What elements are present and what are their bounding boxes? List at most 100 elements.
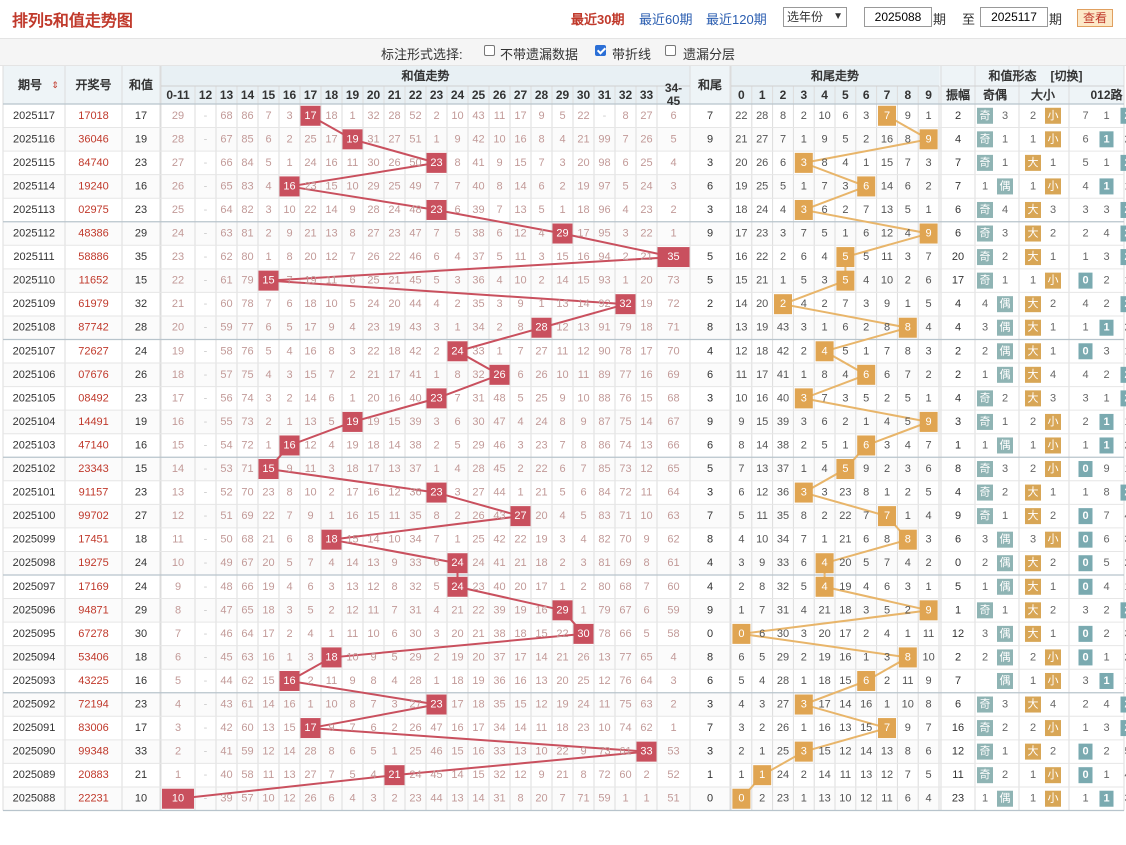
tail-mark-label: 9: [926, 228, 932, 240]
oddeven-missing: 3: [1002, 228, 1008, 240]
period-from-input[interactable]: [864, 7, 932, 27]
sum-missing-value: 1: [265, 251, 271, 263]
tail-missing-value: 7: [759, 604, 765, 616]
sum-missing-value: 1: [391, 746, 397, 758]
tail-missing-value: 14: [839, 699, 851, 711]
bigsmall-missing: 1: [1030, 133, 1036, 145]
oddeven-mark-label: 奇: [980, 509, 991, 522]
sum-missing-value: 18: [514, 628, 526, 640]
tail-missing-value: 10: [839, 793, 851, 805]
tail-missing-value: 39: [777, 416, 789, 428]
tail-mark-label: 6: [863, 439, 869, 451]
tail-missing-value: 1: [801, 793, 807, 805]
sum-missing-value: 13: [640, 439, 652, 451]
tail-missing-value: 8: [905, 133, 911, 145]
tail-missing-value: 6: [822, 416, 828, 428]
route-mark: [1120, 390, 1126, 407]
checkbox-with-line[interactable]: [595, 45, 606, 56]
tail-missing-value: 16: [818, 722, 830, 734]
link-recent-30[interactable]: 最近30期: [571, 12, 625, 27]
sum-missing-value: 5: [559, 110, 565, 122]
sum-missing-value: 9: [517, 298, 523, 310]
link-recent-120[interactable]: 最近120期: [706, 12, 767, 27]
tail-missing-value: 23: [839, 487, 851, 499]
sum-missing-value: 75: [619, 699, 631, 711]
tail-missing-value: 3: [738, 557, 744, 569]
route-missing: 1: [1082, 322, 1088, 334]
period-cell: 2025099: [13, 534, 56, 546]
sum-mark-label: 15: [262, 275, 274, 287]
sum-col-header: 32: [619, 88, 633, 102]
period-to-input[interactable]: [980, 7, 1048, 27]
route-missing: 1: [1124, 675, 1126, 687]
link-recent-60[interactable]: 最近60期: [639, 12, 693, 27]
sum-missing-value: 50: [409, 157, 421, 169]
bigsmall-missing: 3: [1050, 392, 1056, 404]
sum-missing-value: 1: [328, 628, 334, 640]
tail-mark-label: 7: [884, 722, 890, 734]
checkbox-no-missing[interactable]: [484, 45, 495, 56]
sum-missing-value: 14: [346, 557, 358, 569]
checkbox-missing-layers[interactable]: [665, 45, 676, 56]
sum-mark-label: 16: [283, 675, 295, 687]
route-missing: 9: [1103, 463, 1109, 475]
sum-missing-value: -: [204, 392, 208, 404]
route-missing: 1: [1103, 157, 1109, 169]
sum-missing-value: 59: [220, 322, 232, 334]
sum-missing-value: 11: [263, 769, 274, 781]
sum-missing-value: 9: [496, 157, 502, 169]
route-missing: 3: [1124, 534, 1126, 546]
tail-missing-value: 38: [777, 439, 789, 451]
sum-missing-value: 87: [598, 416, 610, 428]
sum-missing-value: 12: [388, 487, 400, 499]
sum-missing-value: 14: [172, 463, 184, 475]
sum-cell: 33: [135, 746, 147, 758]
sum-missing-value: 14: [325, 204, 337, 216]
sum-missing-value: 52: [409, 110, 421, 122]
sum-mark-label: 10: [172, 793, 184, 805]
sum-missing-value: 43: [493, 510, 505, 522]
tail-missing-value: 2: [801, 651, 807, 663]
tail-missing-value: 3: [863, 110, 869, 122]
sum-missing-value: 16: [283, 699, 295, 711]
query-button[interactable]: 查看: [1077, 9, 1113, 27]
route-missing: 2: [1103, 604, 1109, 616]
sort-icon[interactable]: ⇕: [51, 80, 59, 90]
route-mark: [1078, 272, 1093, 289]
oddeven-missing: 3: [982, 628, 988, 640]
tail-missing-value: 16: [860, 699, 872, 711]
sum-cell: 15: [135, 275, 147, 287]
sum-missing-value: 13: [598, 651, 610, 663]
tail-missing-value: 23: [777, 793, 789, 805]
switch-link[interactable]: [切换]: [1051, 68, 1083, 83]
tail-missing-value: 16: [756, 392, 768, 404]
sum-mark-label: 17: [304, 110, 316, 122]
tail-missing-value: 4: [863, 275, 869, 287]
sum-missing-value: 8: [580, 439, 586, 451]
sum-missing-value: 4: [580, 534, 586, 546]
year-select[interactable]: 选年份 ▼: [783, 7, 847, 27]
route-mark: [1099, 131, 1114, 148]
bigsmall-mark-label: 大: [1028, 626, 1039, 640]
bigsmall-mark-label: 大: [1028, 320, 1039, 334]
sum-missing-value: 1: [538, 298, 544, 310]
sum-missing-value: 21: [262, 534, 274, 546]
number-cell: 20883: [78, 769, 109, 781]
sum-missing-value: 67: [220, 133, 232, 145]
bigsmall-mark-label: 小: [1048, 674, 1059, 687]
sum-missing-value: 52: [667, 769, 679, 781]
route-missing: 1: [1082, 439, 1088, 451]
tail-missing-value: 4: [822, 251, 828, 263]
tail-mark-label: 8: [905, 322, 911, 334]
sum-missing-value: 39: [220, 793, 232, 805]
table-row: [3, 504, 1124, 528]
sum-missing-value: 31: [367, 133, 379, 145]
number-cell: 11652: [79, 275, 109, 287]
oddeven-mark-label: 偶: [1000, 556, 1011, 569]
tail-missing-value: 2: [842, 416, 848, 428]
tail-missing-value: 11: [736, 369, 747, 381]
tail-missing-value: 18: [839, 604, 851, 616]
route-missing: 3: [1103, 722, 1109, 734]
bigsmall-mark: [1045, 131, 1061, 148]
